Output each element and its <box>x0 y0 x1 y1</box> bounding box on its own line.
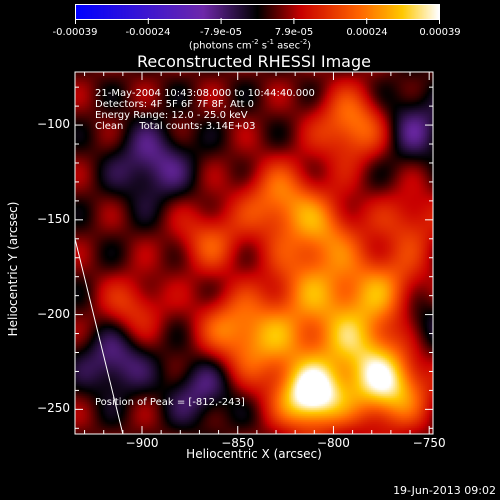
colorbar-tick-label: 7.9e-05 <box>274 27 314 38</box>
colorbar-gradient <box>75 4 440 20</box>
colorbar-tick-label: -7.9e-05 <box>200 27 242 38</box>
colorbar-tick-label: 0.00039 <box>419 27 461 38</box>
x-tick-label: −750 <box>412 436 446 450</box>
y-tick-label: −200 <box>37 306 70 321</box>
annotation-energy-range: Energy Range: 12.0 - 25.0 keV <box>95 110 248 121</box>
footer-timestamp: 19-Jun-2013 09:02 <box>393 484 496 497</box>
y-tick-label: −150 <box>37 211 70 226</box>
colorbar-tick-label: -0.00024 <box>125 27 171 38</box>
colorbar-tick-label: -0.00039 <box>52 27 98 38</box>
annotation-detectors: Detectors: 4F 5F 6F 7F 8F, Att 0 <box>95 99 255 110</box>
colorbar-tick-label: 0.00024 <box>346 27 388 38</box>
colorbar-unit-label: (photons cm-2 s-1 asec-2) <box>188 38 312 52</box>
annotation-clean-counts: Clean Total counts: 3.14E+03 <box>95 121 256 132</box>
annotation-peak-position: Position of Peak = [-812,-243] <box>95 397 245 408</box>
heatmap-image <box>75 72 433 434</box>
colorbar <box>75 4 440 24</box>
x-tick-label: −850 <box>221 436 255 450</box>
x-tick-label: −800 <box>316 436 350 450</box>
x-tick-label: −900 <box>125 436 159 450</box>
x-axis-label: Heliocentric X (arcsec) <box>186 447 322 461</box>
limb-line <box>74 238 124 435</box>
y-tick-label: −100 <box>37 117 70 132</box>
annotation-time-range: 21-May-2004 10:43:08.000 to 10:44:40.000 <box>95 88 315 99</box>
colorbar-ticks <box>75 18 440 24</box>
chart-title: Reconstructed RHESSI Image <box>137 52 371 71</box>
plot-frame <box>74 71 434 435</box>
y-axis-label: Heliocentric Y (arcsec) <box>6 201 20 337</box>
y-tick-label: −250 <box>37 401 70 416</box>
